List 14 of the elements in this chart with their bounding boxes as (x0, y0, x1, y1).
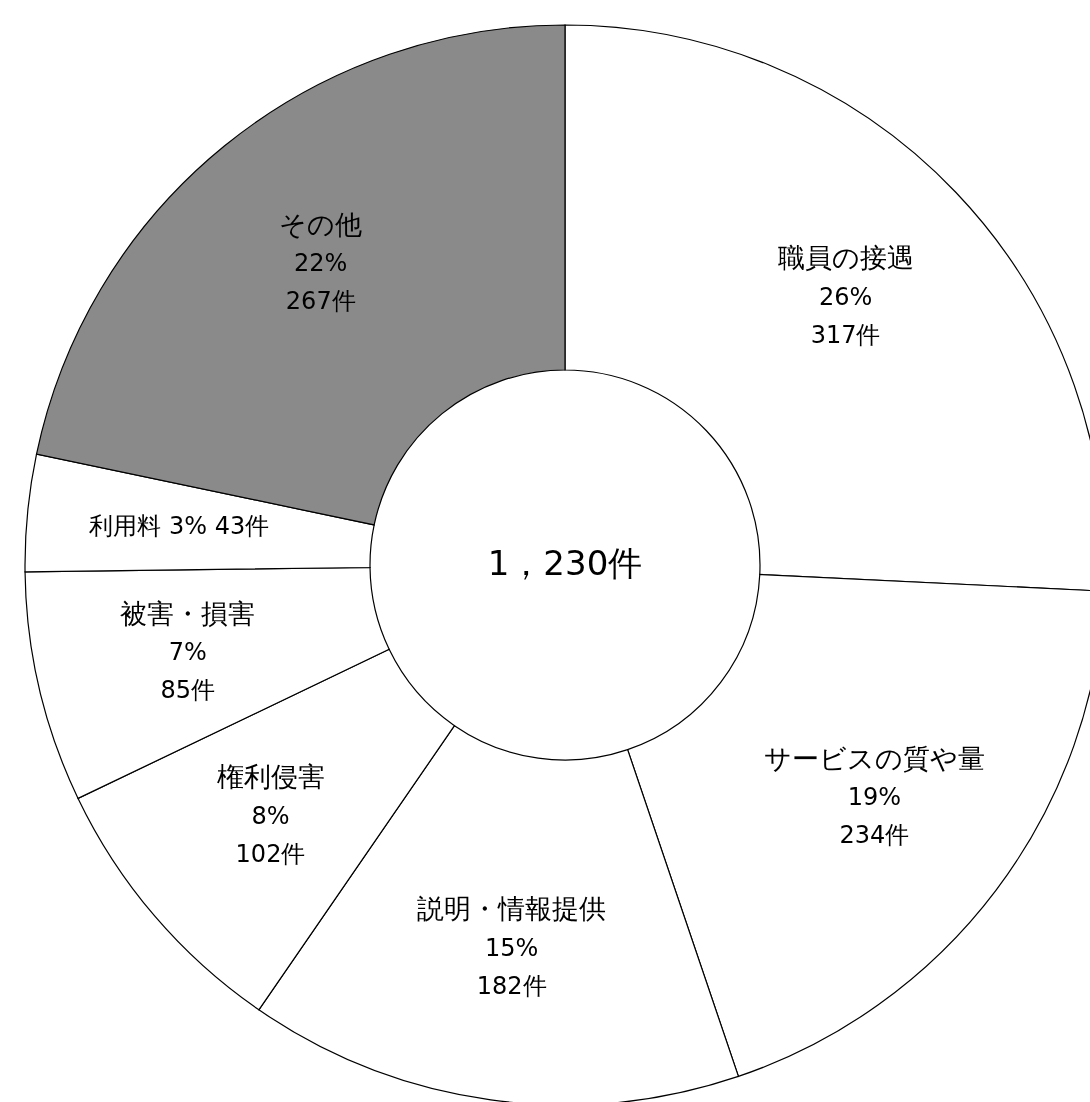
slice-label: 説明・情報提供 (417, 893, 607, 925)
slice-label: 被害・損害 (120, 597, 256, 629)
data-label: 7% 85件 (160, 638, 215, 705)
slice-label: サービスの質や量 (763, 742, 985, 774)
data-label: 15% 182件 (476, 933, 547, 1000)
data-label: 26% 317件 (810, 282, 881, 349)
slice-label: 権利侵害 (216, 761, 325, 793)
slice-label: 職員の接遇 (777, 242, 914, 274)
data-label: 8% 102件 (235, 801, 306, 868)
data-label: 22% 267件 (285, 249, 356, 316)
slice-label: 利用料 3% 43件 (89, 512, 270, 541)
data-label: 19% 234件 (839, 783, 910, 850)
slice-label: その他 (279, 208, 363, 240)
slice: 利用料 3% 43件 (24, 453, 375, 573)
